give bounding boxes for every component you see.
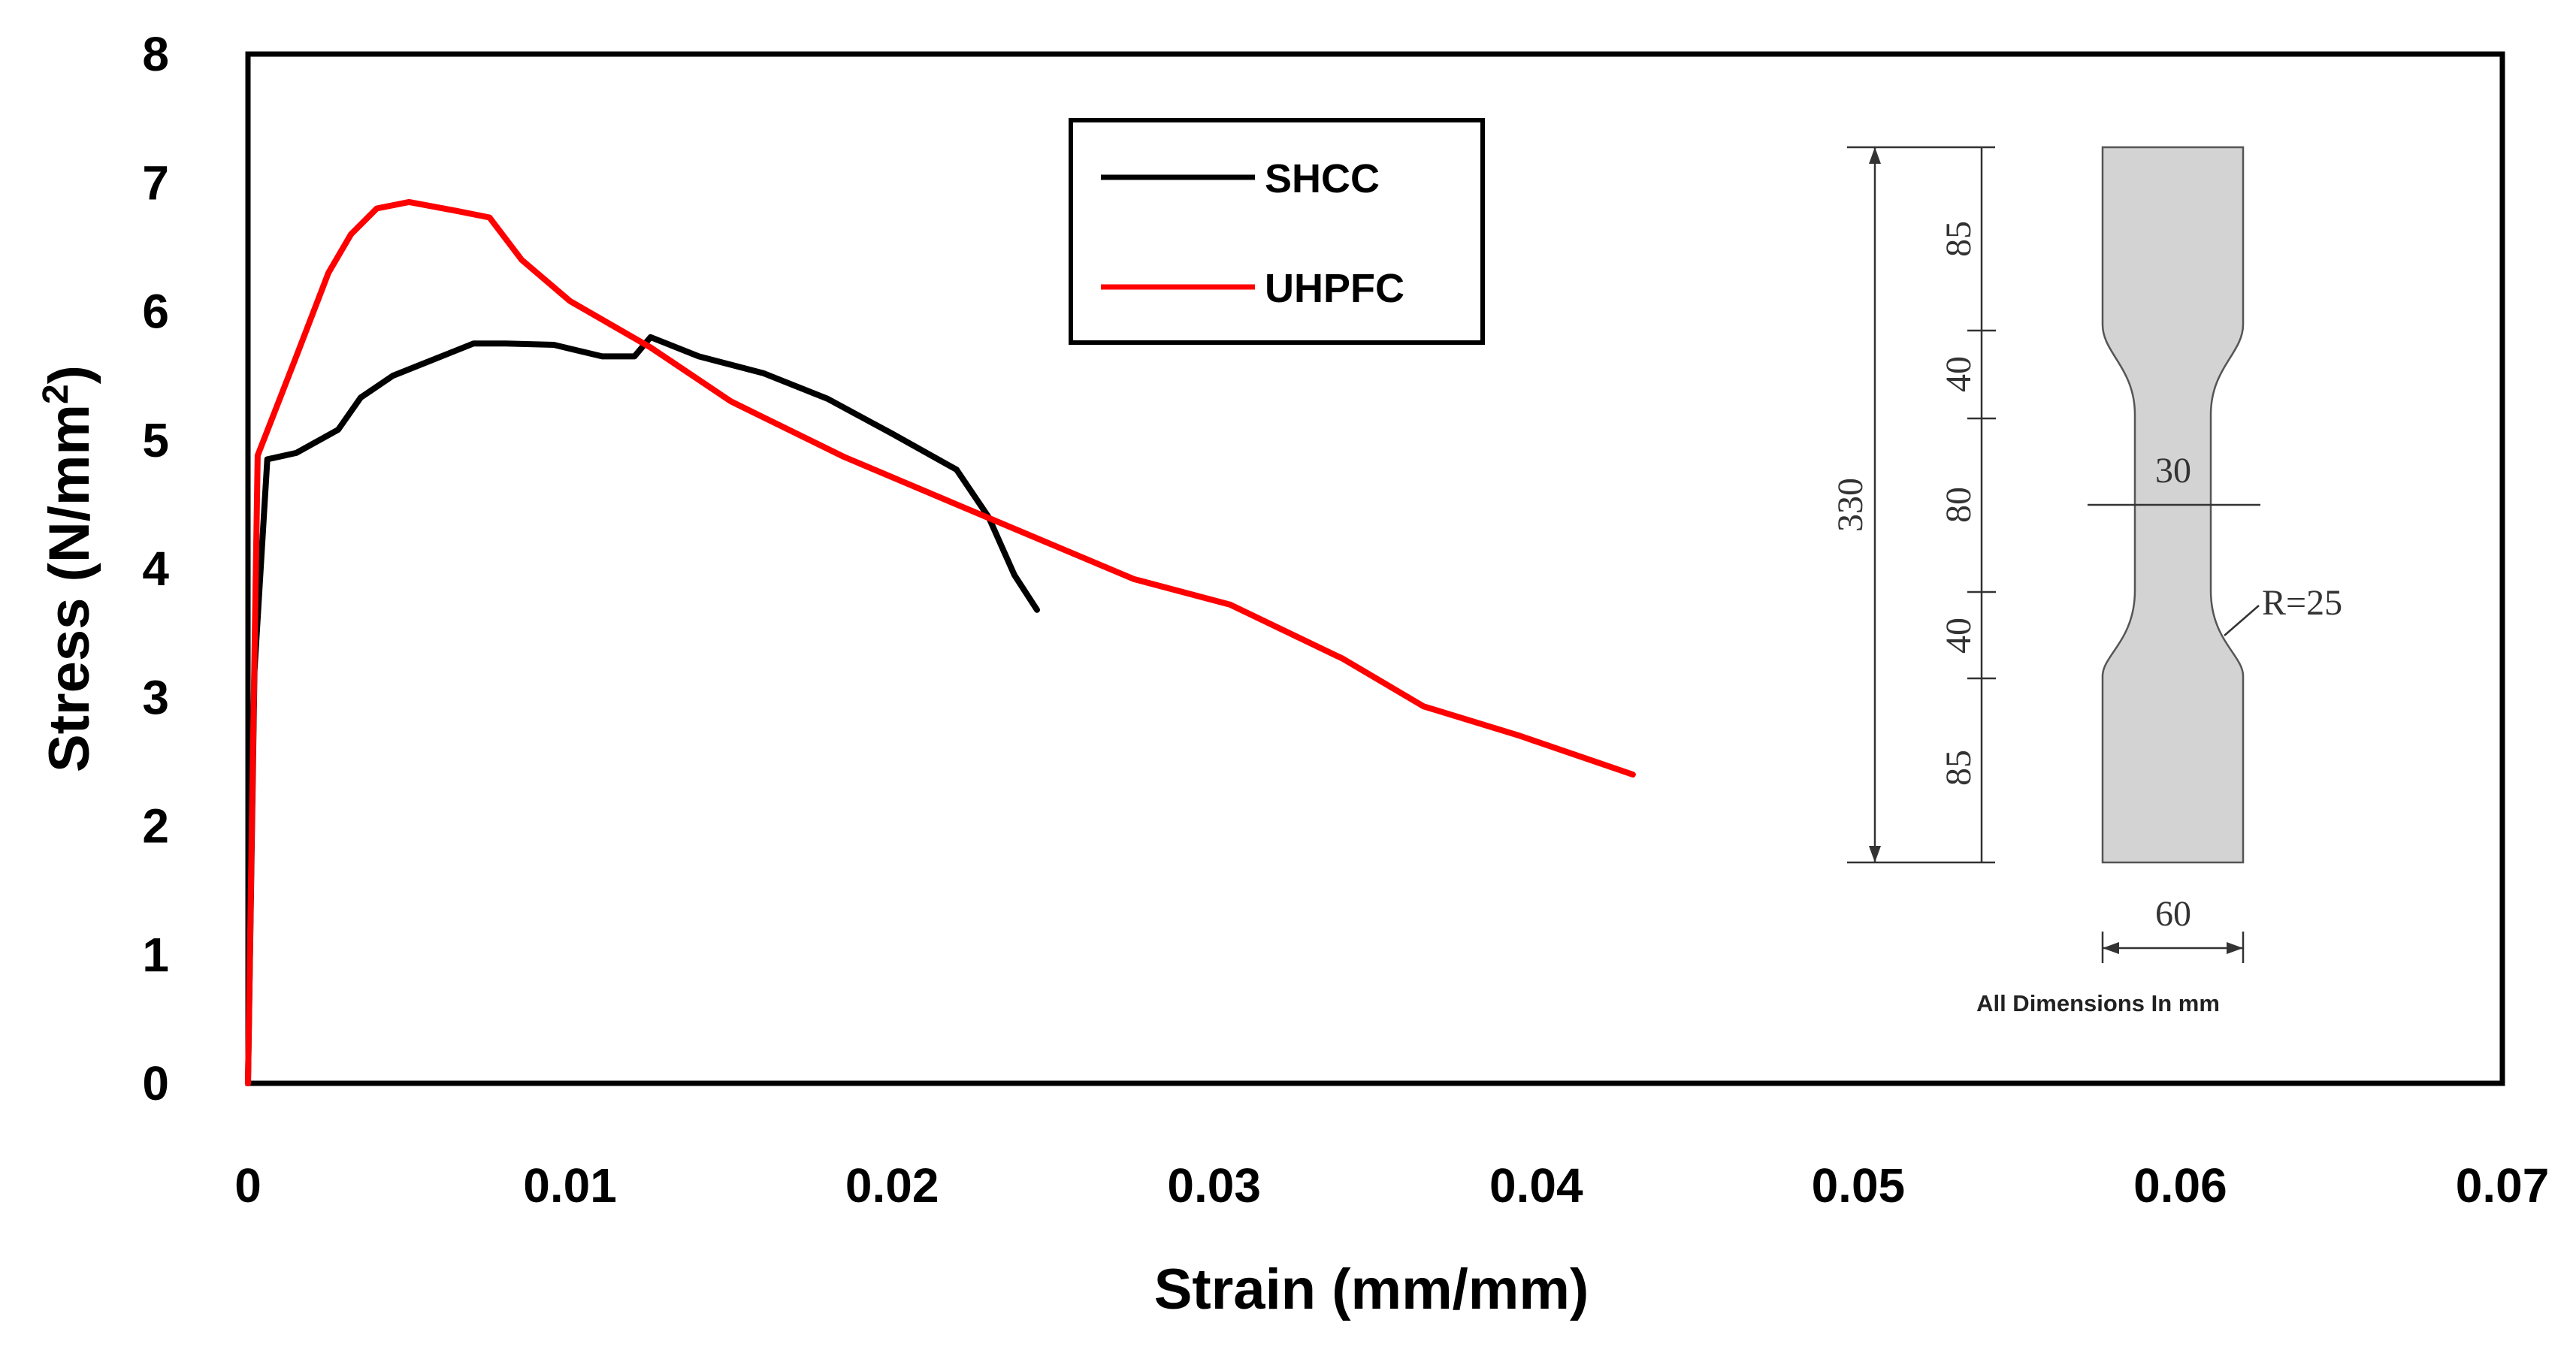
y-tick-label: 0 <box>142 1056 169 1110</box>
y-tick-labels: 0 1 2 3 4 5 6 7 8 <box>142 27 169 1110</box>
dim-label-base: 60 <box>2155 894 2191 934</box>
x-tick-label: 0.03 <box>1167 1158 1261 1213</box>
y-tick-label: 5 <box>142 413 169 467</box>
y-tick-label: 6 <box>142 285 169 339</box>
dim-arrow-base-left <box>2103 942 2119 954</box>
dim-label-seg-4: 40 <box>1939 618 1979 654</box>
dim-label-radius: R=25 <box>2262 583 2342 623</box>
y-tick-label: 7 <box>142 156 169 210</box>
y-tick-label: 4 <box>142 542 169 596</box>
x-tick-label: 0.02 <box>845 1158 939 1213</box>
x-tick-label: 0.05 <box>1812 1158 1906 1213</box>
y-tick-label: 3 <box>142 670 169 724</box>
dim-leader-radius <box>2224 605 2260 636</box>
series-line-shcc <box>245 334 1040 1086</box>
y-tick-label: 2 <box>142 799 169 853</box>
series-line-uhpfc <box>245 198 1636 1086</box>
dim-arrow-top <box>1869 147 1881 164</box>
dim-label-total: 330 <box>1831 478 1870 532</box>
x-tick-label: 0.06 <box>2133 1158 2227 1213</box>
y-axis-title-main: Stress (N/mm <box>38 404 101 772</box>
dim-arrow-base-right <box>2227 942 2243 954</box>
dim-label-seg-5: 85 <box>1939 750 1979 786</box>
y-axis-title-close: ) <box>38 365 101 384</box>
y-axis-title-superscript: 2 <box>36 384 76 404</box>
series-layer <box>245 198 1636 1086</box>
y-axis-title: Stress (N/mm2) <box>36 365 101 772</box>
legend: SHCC UHPFC <box>1069 118 1485 345</box>
dim-arrow-bottom <box>1869 846 1881 862</box>
x-tick-label: 0 <box>234 1158 262 1213</box>
x-tick-label: 0.04 <box>1489 1158 1583 1213</box>
legend-label-uhpfc: UHPFC <box>1265 266 1404 311</box>
y-tick-label: 1 <box>142 928 169 982</box>
dim-label-neck: 30 <box>2155 451 2191 491</box>
x-tick-label: 0.01 <box>523 1158 617 1213</box>
x-tick-label: 0.07 <box>2456 1158 2550 1213</box>
dim-label-seg-2: 40 <box>1939 356 1979 392</box>
legend-label-shcc: SHCC <box>1265 156 1380 201</box>
dimension-note: All Dimensions In mm <box>1976 990 2220 1016</box>
legend-box <box>1069 118 1485 345</box>
x-tick-labels: 0 0.01 0.02 0.03 0.04 0.05 0.06 0.07 <box>234 1158 2549 1213</box>
dim-label-seg-1: 85 <box>1939 221 1979 257</box>
dim-label-seg-3: 80 <box>1939 487 1979 523</box>
specimen-inset: 330 85 40 80 40 85 30 R=25 60 All Dimens… <box>1831 146 2342 1016</box>
y-tick-label: 8 <box>142 27 169 81</box>
x-axis-title: Strain (mm/mm) <box>1154 1258 1589 1321</box>
